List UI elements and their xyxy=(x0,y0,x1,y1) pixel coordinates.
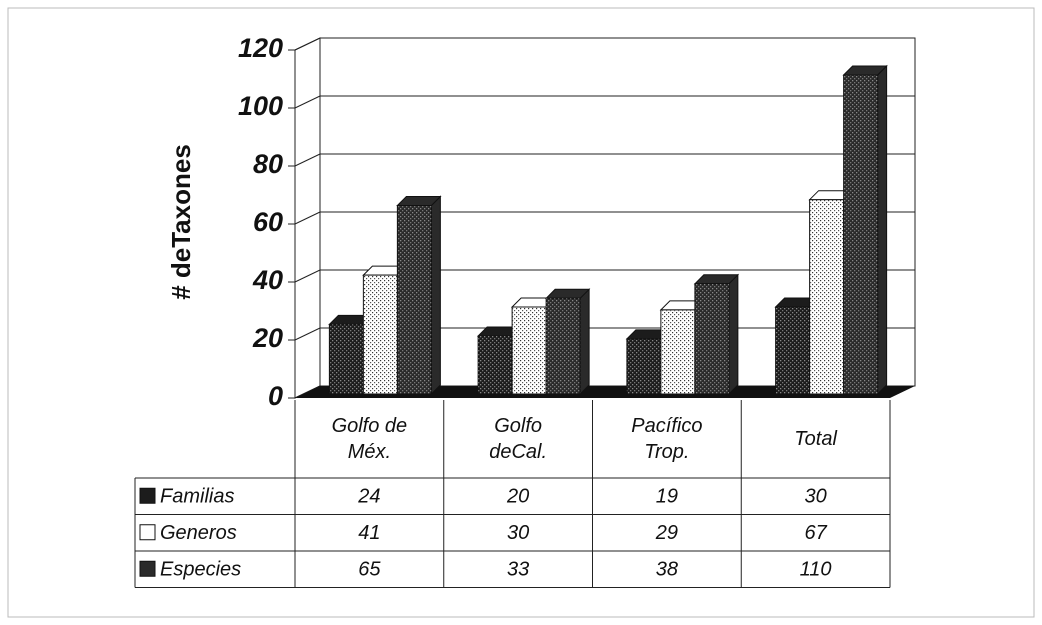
table-value: 19 xyxy=(656,486,678,508)
category-text: Total xyxy=(794,428,837,450)
y-tick-label: 80 xyxy=(253,149,283,179)
bar xyxy=(843,74,879,395)
table-value: 65 xyxy=(358,559,381,581)
category-text: Pacífico Trop. xyxy=(631,415,703,463)
x-tick-label: Pacífico Trop. xyxy=(593,400,742,478)
y-tick-label: 40 xyxy=(252,265,283,295)
bar xyxy=(545,297,581,395)
y-tick-label: 100 xyxy=(238,91,283,121)
legend-swatch xyxy=(139,524,156,541)
table-value: 30 xyxy=(507,522,529,544)
x-tick-label: Golfo deCal. xyxy=(444,400,593,478)
x-tick-label: Total xyxy=(741,400,890,478)
bar xyxy=(362,274,398,395)
legend-swatch xyxy=(139,560,156,577)
table-value: 29 xyxy=(655,522,678,544)
table-value: 20 xyxy=(506,486,529,508)
legend-swatch xyxy=(139,487,156,504)
legend-label: Familias xyxy=(160,486,234,508)
legend-label: Generos xyxy=(160,522,237,544)
table-value: 33 xyxy=(507,559,529,581)
y-tick-label: 0 xyxy=(268,381,283,411)
grid-line xyxy=(294,37,321,51)
bar xyxy=(626,338,662,395)
bar xyxy=(328,323,364,395)
grid-line xyxy=(294,269,321,283)
floor xyxy=(295,386,915,398)
grid-line xyxy=(294,327,321,341)
y-tick-label: 20 xyxy=(252,323,283,353)
bar xyxy=(660,309,696,395)
bar xyxy=(511,306,547,395)
bar xyxy=(477,335,513,395)
grid-line xyxy=(294,153,321,167)
table-value: 41 xyxy=(358,522,380,544)
bar-side xyxy=(430,195,441,396)
bar xyxy=(775,306,811,395)
table-value: 110 xyxy=(800,559,832,581)
bar xyxy=(694,283,730,395)
grid-line xyxy=(294,211,321,225)
x-tick-label: Golfo de Méx. xyxy=(295,400,444,478)
table-value: 30 xyxy=(805,486,827,508)
table-value: 38 xyxy=(656,559,678,581)
grid-line xyxy=(294,95,321,109)
legend-label: Especies xyxy=(160,559,241,581)
bar xyxy=(809,199,845,395)
y-axis-label: # deTaxones xyxy=(166,144,196,300)
bar-side xyxy=(579,288,590,396)
category-text: Golfo deCal. xyxy=(489,415,548,463)
category-text: Golfo de Méx. xyxy=(331,415,408,463)
bar-side xyxy=(728,273,739,396)
table-value: 67 xyxy=(805,522,828,544)
bar xyxy=(396,205,432,395)
y-tick-label: 120 xyxy=(238,33,283,63)
frame xyxy=(7,7,1035,618)
y-tick-label: 60 xyxy=(253,207,283,237)
table-value: 24 xyxy=(357,486,380,508)
bar-side xyxy=(877,64,888,396)
